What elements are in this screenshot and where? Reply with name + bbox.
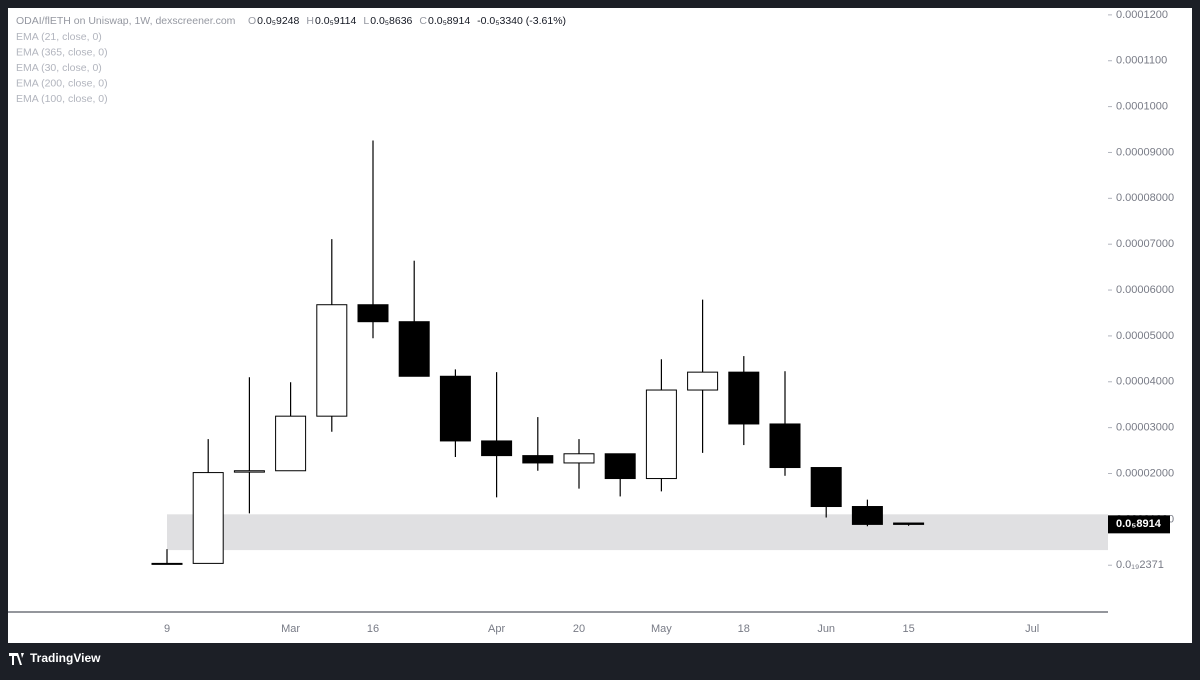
candle-body <box>357 304 389 323</box>
candle-body <box>893 522 925 525</box>
y-tick-label: 0.00003000 <box>1116 422 1174 434</box>
y-tick-label: 0.00002000 <box>1116 467 1174 479</box>
y-tick-label: 0.00007000 <box>1116 238 1174 250</box>
time-axis: 9Mar16Apr20May18Jun15Jul2 <box>164 623 1039 635</box>
candle-body <box>769 423 801 469</box>
candle-body <box>563 453 595 464</box>
candle-body <box>604 453 636 480</box>
x-tick-label: May <box>651 623 672 635</box>
candle-body <box>810 467 842 508</box>
indicator-legend: EMA (21, close, 0) EMA (365, close, 0) EMA… <box>16 31 108 105</box>
x-tick-label: Jul <box>1025 623 1039 635</box>
brand-name: TradingView <box>30 651 101 665</box>
last-price: 0.0₅8914 <box>1108 515 1170 534</box>
candles <box>151 140 925 565</box>
y-tick-label: 0.0001200 <box>1116 9 1168 21</box>
candle-body <box>192 472 224 564</box>
y-tick-label: 0.0₁₉2371 <box>1116 559 1164 571</box>
indicator: EMA (100, close, 0) <box>16 93 108 105</box>
ohlc-value: 0.0₅9248 <box>257 15 299 27</box>
last-price-label: 0.0₅8914 <box>1116 518 1162 530</box>
ohlc-key: O <box>248 15 256 27</box>
support-zone <box>167 514 1108 551</box>
x-tick-label: Jun <box>817 623 835 635</box>
candle-body <box>439 375 471 442</box>
chart-title: ODAI/flETH on Uniswap, 1W, dexscreener.c… <box>16 15 236 27</box>
ohlc-value: 0.0₅9114 <box>315 15 357 27</box>
ohlc-key: H <box>306 15 314 27</box>
zone-layer <box>167 514 1108 551</box>
brand: TradingView <box>9 651 101 665</box>
last-price-box <box>1108 515 1170 534</box>
candle-body <box>645 389 677 480</box>
candle-body <box>151 562 183 565</box>
x-tick-label: Apr <box>488 623 505 635</box>
ohlc-value: 0.0₅8914 <box>428 15 470 27</box>
x-tick-label: 20 <box>573 623 585 635</box>
y-tick-label: 0.0001100 <box>1116 55 1167 67</box>
candle-body <box>398 321 430 377</box>
candle-body <box>522 455 554 464</box>
x-tick-label: 18 <box>738 623 750 635</box>
y-tick-label: 0.00008000 <box>1116 192 1174 204</box>
change: -0.0₅3340 (-3.61%) <box>477 15 566 27</box>
ohlc-key: L <box>363 15 369 27</box>
ohlc-value: 0.0₅8636 <box>370 15 412 27</box>
indicator: EMA (21, close, 0) <box>16 31 102 43</box>
x-tick-label: 16 <box>367 623 379 635</box>
x-tick-label: 9 <box>164 623 170 635</box>
brand-logo <box>9 653 24 665</box>
ohlc-key: C <box>419 15 427 27</box>
x-tick-label: 15 <box>902 623 914 635</box>
indicator: EMA (365, close, 0) <box>16 46 108 58</box>
y-tick-label: 0.00006000 <box>1116 284 1174 296</box>
candle-body <box>275 415 307 472</box>
candle-body <box>728 371 760 425</box>
candle-body <box>851 506 883 525</box>
y-tick-label: 0.00004000 <box>1116 376 1174 388</box>
y-tick-label: 0.00009000 <box>1116 146 1174 158</box>
candle-body <box>233 470 265 473</box>
price-axis: 0.0001200 0.0001100 0.0001000 0.00009000 0.0… <box>1108 9 1174 571</box>
indicator: EMA (30, close, 0) <box>16 62 102 74</box>
candle-body <box>481 440 513 457</box>
candle-body <box>316 304 348 417</box>
candle-body <box>687 371 719 391</box>
x-tick-label: Mar <box>281 623 300 635</box>
y-tick-label: 0.00005000 <box>1116 330 1174 342</box>
ohlc-legend: O 0.0₅9248 H 0.0₅9114 L 0.0₅8636 C 0.0₅8914 -0.0… <box>248 15 566 27</box>
y-tick-label: 0.0001000 <box>1116 101 1168 113</box>
indicator: EMA (200, close, 0) <box>16 77 108 89</box>
